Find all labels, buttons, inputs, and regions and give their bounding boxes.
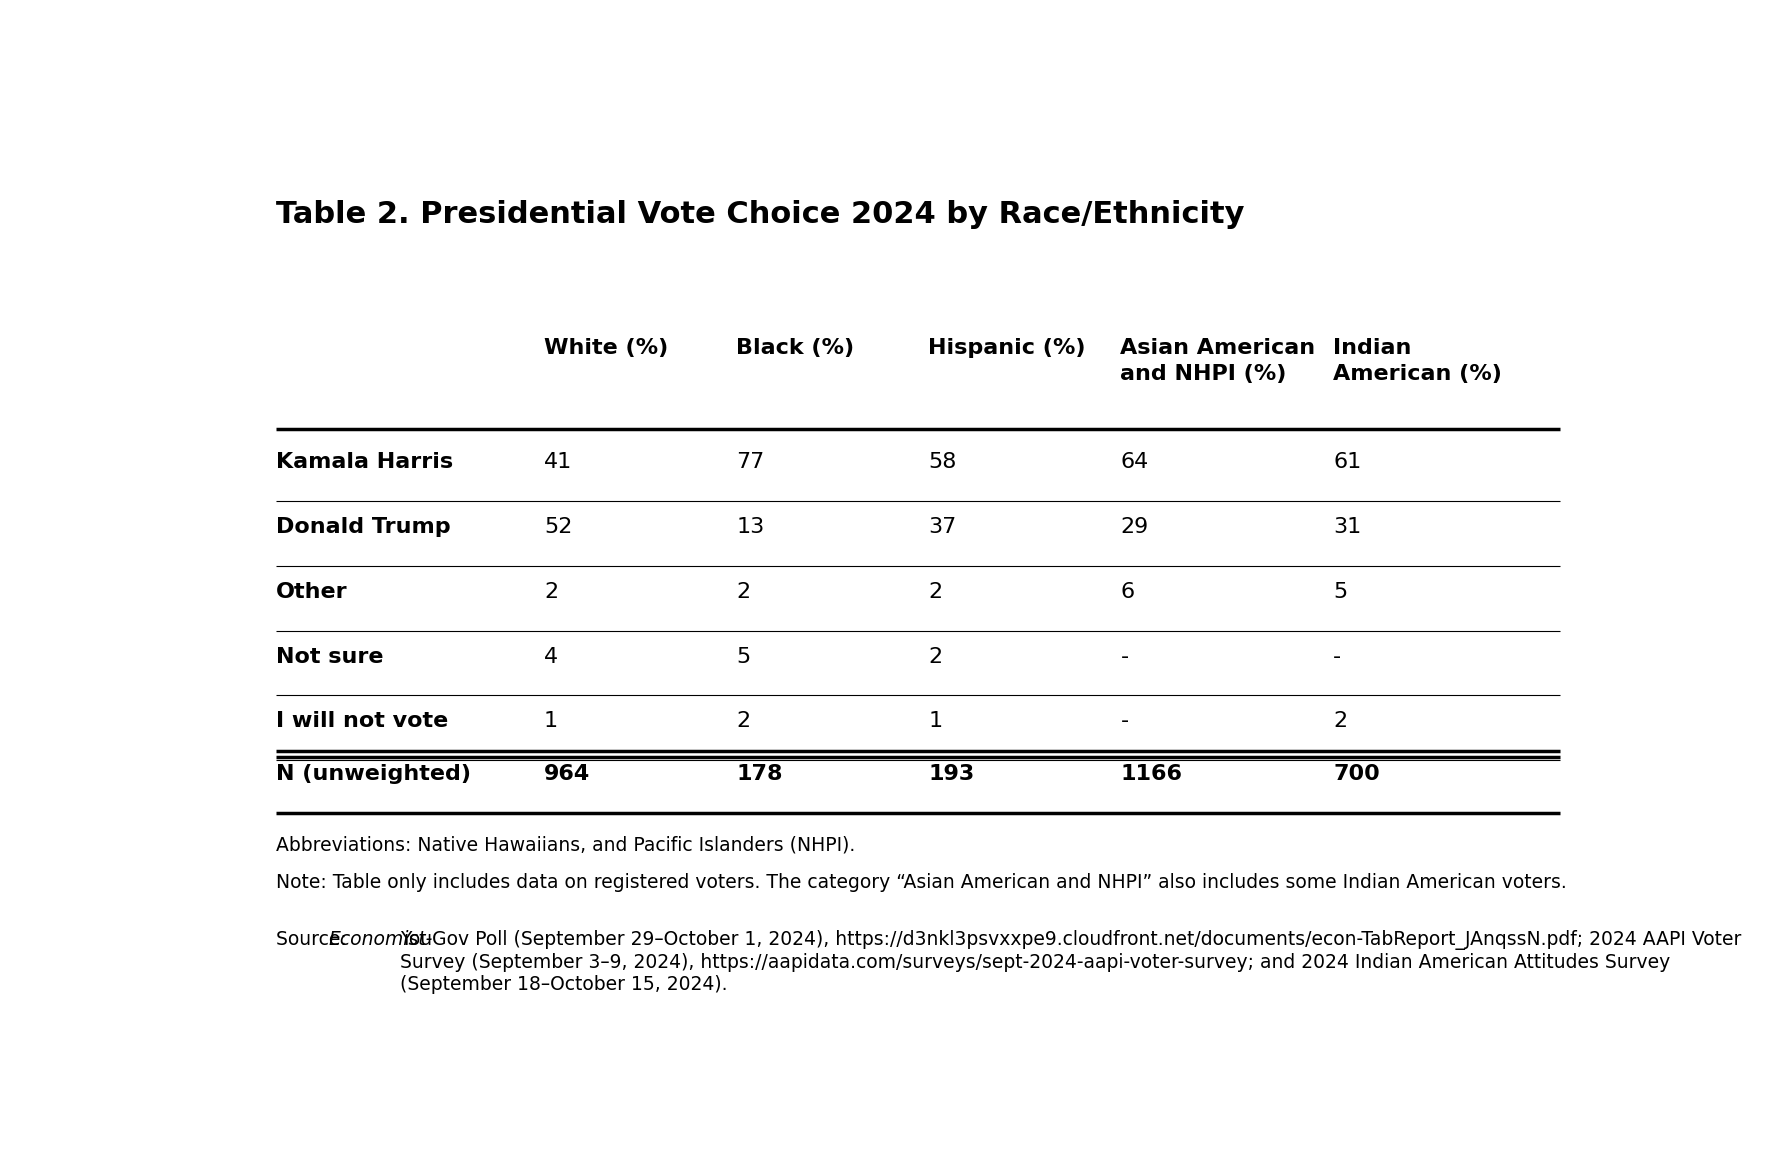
Text: Note: Table only includes data on registered voters. The category “Asian America: Note: Table only includes data on regist… <box>276 873 1567 892</box>
Text: 1166: 1166 <box>1121 765 1183 785</box>
Text: Black (%): Black (%) <box>737 338 854 358</box>
Text: Abbreviations: Native Hawaiians, and Pacific Islanders (NHPI).: Abbreviations: Native Hawaiians, and Pac… <box>276 835 855 855</box>
Text: 2: 2 <box>737 711 751 732</box>
Text: I will not vote: I will not vote <box>276 711 448 732</box>
Text: -: - <box>1121 711 1128 732</box>
Text: Donald Trump: Donald Trump <box>276 517 452 537</box>
Text: 61: 61 <box>1334 453 1362 472</box>
Text: 700: 700 <box>1334 765 1380 785</box>
Text: N (unweighted): N (unweighted) <box>276 765 471 785</box>
Text: 64: 64 <box>1121 453 1149 472</box>
Text: 193: 193 <box>928 765 974 785</box>
Text: Indian
American (%): Indian American (%) <box>1334 338 1502 385</box>
Text: 5: 5 <box>737 646 751 667</box>
Text: 2: 2 <box>928 646 942 667</box>
Text: 2: 2 <box>928 582 942 601</box>
Text: 6: 6 <box>1121 582 1135 601</box>
Text: 29: 29 <box>1121 517 1149 537</box>
Text: 1: 1 <box>544 711 558 732</box>
Text: Source:: Source: <box>276 931 352 949</box>
Text: 2: 2 <box>737 582 751 601</box>
Text: 52: 52 <box>544 517 572 537</box>
Text: 4: 4 <box>544 646 558 667</box>
Text: 77: 77 <box>737 453 765 472</box>
Text: Table 2. Presidential Vote Choice 2024 by Race/Ethnicity: Table 2. Presidential Vote Choice 2024 b… <box>276 200 1245 229</box>
Text: 31: 31 <box>1334 517 1362 537</box>
Text: 13: 13 <box>737 517 765 537</box>
Text: 1: 1 <box>928 711 942 732</box>
Text: Kamala Harris: Kamala Harris <box>276 453 453 472</box>
Text: Asian American
and NHPI (%): Asian American and NHPI (%) <box>1121 338 1316 385</box>
Text: Other: Other <box>276 582 347 601</box>
Text: Not sure: Not sure <box>276 646 384 667</box>
Text: 2: 2 <box>1334 711 1348 732</box>
Text: 37: 37 <box>928 517 956 537</box>
Text: 964: 964 <box>544 765 590 785</box>
Text: 5: 5 <box>1334 582 1348 601</box>
Text: 178: 178 <box>737 765 783 785</box>
Text: -: - <box>1121 646 1128 667</box>
Text: Economist-: Economist- <box>328 931 432 949</box>
Text: White (%): White (%) <box>544 338 668 358</box>
Text: 41: 41 <box>544 453 572 472</box>
Text: 58: 58 <box>928 453 956 472</box>
Text: -: - <box>1334 646 1341 667</box>
Text: YouGov Poll (September 29–October 1, 2024), https://d3nkl3psvxxpe9.cloudfront.ne: YouGov Poll (September 29–October 1, 202… <box>400 931 1741 994</box>
Text: 2: 2 <box>544 582 558 601</box>
Text: Hispanic (%): Hispanic (%) <box>928 338 1086 358</box>
